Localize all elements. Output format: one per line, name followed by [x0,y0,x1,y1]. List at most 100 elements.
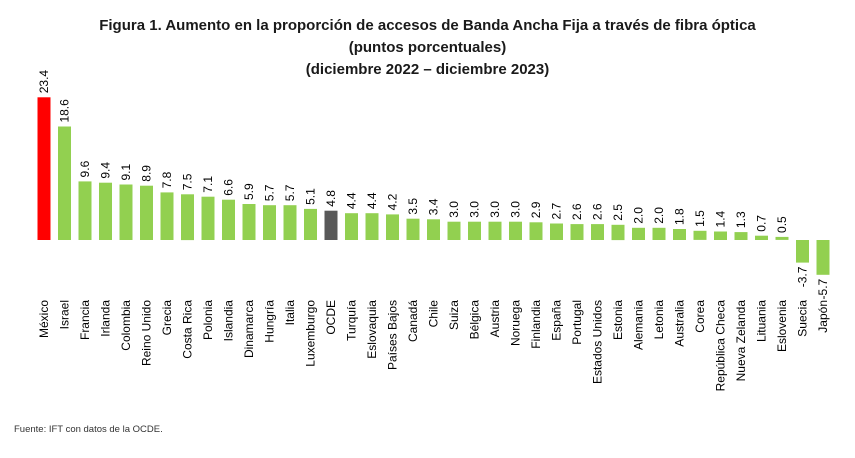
bar-méxico [37,97,51,240]
value-label: 2.6 [591,203,605,220]
bar-australia [673,229,686,240]
category-label: Irlanda [99,300,113,337]
chart-title-block: Figura 1. Aumento en la proporción de ac… [0,0,855,81]
category-label: OCDE [324,300,338,335]
category-label: Corea [693,300,707,333]
bar-eslovenia [775,236,789,240]
category-label: Finlandia [529,300,543,349]
bar-bélgica [468,221,481,240]
category-label: Canadá [406,300,420,342]
bar-polonia [201,196,215,240]
bar-grecia [160,192,174,240]
value-label: -5.7 [816,278,830,299]
value-label: 1.3 [734,211,748,228]
category-label: Letonia [652,300,666,340]
bar-islandia [222,199,235,240]
value-label: 3.4 [427,198,441,215]
chart-subtitle: (puntos porcentuales) [348,39,507,56]
value-label: 3.0 [468,201,482,218]
bar-letonia [652,227,666,240]
category-label: Colombia [119,300,133,351]
bar-costa-rica [181,194,194,241]
category-label: Hungría [263,300,277,343]
category-label: Australia [673,300,687,347]
category-label: Turquía [345,300,359,341]
value-label: 18.6 [58,99,72,123]
category-label: Eslovaquia [365,300,379,359]
category-label: Luxemburgo [304,300,318,367]
category-label: Estonia [611,300,625,340]
value-label: 0.7 [755,215,769,232]
value-label: 7.1 [201,176,215,193]
chart-period: (diciembre 2022 – diciembre 2023) [305,61,550,78]
bar-francia [78,181,92,240]
bar-suecia [796,240,809,263]
value-label: 1.8 [673,208,687,225]
category-label: Suecia [796,300,810,337]
category-label: Costa Rica [181,300,195,359]
category-label: Alemania [632,300,646,350]
category-label: Bélgica [468,300,482,340]
bar-finlandia [529,222,543,240]
value-label: 9.1 [119,163,133,180]
value-label: -3.7 [796,266,810,287]
bar-países-bajos [386,214,399,240]
value-label: 2.0 [632,207,646,224]
bar-corea [693,230,707,240]
bar-lituania [755,235,768,240]
value-label: 3.0 [509,201,523,218]
bar-canadá [406,218,420,240]
bar-estados-unidos [591,224,604,240]
value-label: 4.4 [365,192,379,209]
value-label: 0.5 [775,216,789,233]
bar-noruega [509,221,522,240]
bar-chile [427,219,440,240]
category-label: Chile [427,300,441,328]
category-label: España [550,300,564,341]
value-label: 5.7 [263,184,277,201]
value-label: 2.7 [550,203,564,220]
bar-suiza [447,221,461,240]
bar-reino-unido [140,185,153,240]
bar-irlanda [99,182,112,240]
bar-turquía [345,213,358,240]
value-label: 7.5 [181,173,195,190]
value-label: 1.5 [693,210,707,227]
bar-portugal [570,224,584,240]
category-label: Italia [283,300,297,326]
category-label: Francia [78,300,92,340]
value-label: 3.5 [406,198,420,215]
bar-israel [58,126,71,240]
source-note: Fuente: IFT con datos de la OCDE. [14,424,163,435]
bar-colombia [119,184,133,240]
bar-dinamarca [242,204,256,240]
category-label: México [37,300,51,338]
value-label: 7.8 [160,171,174,188]
value-label: 5.9 [242,183,256,200]
category-label: Suiza [447,300,461,330]
category-label: Japón [816,300,830,333]
value-label: 9.4 [99,162,113,179]
value-label: 3.0 [488,201,502,218]
value-label: 2.9 [529,201,543,218]
category-label: Noruega [509,300,523,346]
category-label: Grecia [160,300,174,336]
category-label: Países Bajos [386,300,400,370]
bar-república-checa [714,231,727,240]
category-label: Islandia [222,300,236,342]
bar-ocde [324,210,338,240]
value-label: 3.0 [447,201,461,218]
value-label: 2.5 [611,204,625,221]
bar-chart: 23.4 México 18.6 Israel 9.6 Francia 9.4 Irlanda… [37,70,830,392]
value-label: 4.4 [345,192,359,209]
category-label: Polonia [201,300,215,340]
bar-alemania [632,227,645,240]
bar-italia [283,205,297,240]
category-label: Lituania [755,300,769,342]
category-label: República Checa [714,300,728,392]
category-label: Israel [58,300,72,329]
value-label: 8.9 [140,165,154,182]
bar-españa [550,223,563,240]
value-label: 5.7 [283,184,297,201]
category-label: Reino Unido [140,300,154,366]
